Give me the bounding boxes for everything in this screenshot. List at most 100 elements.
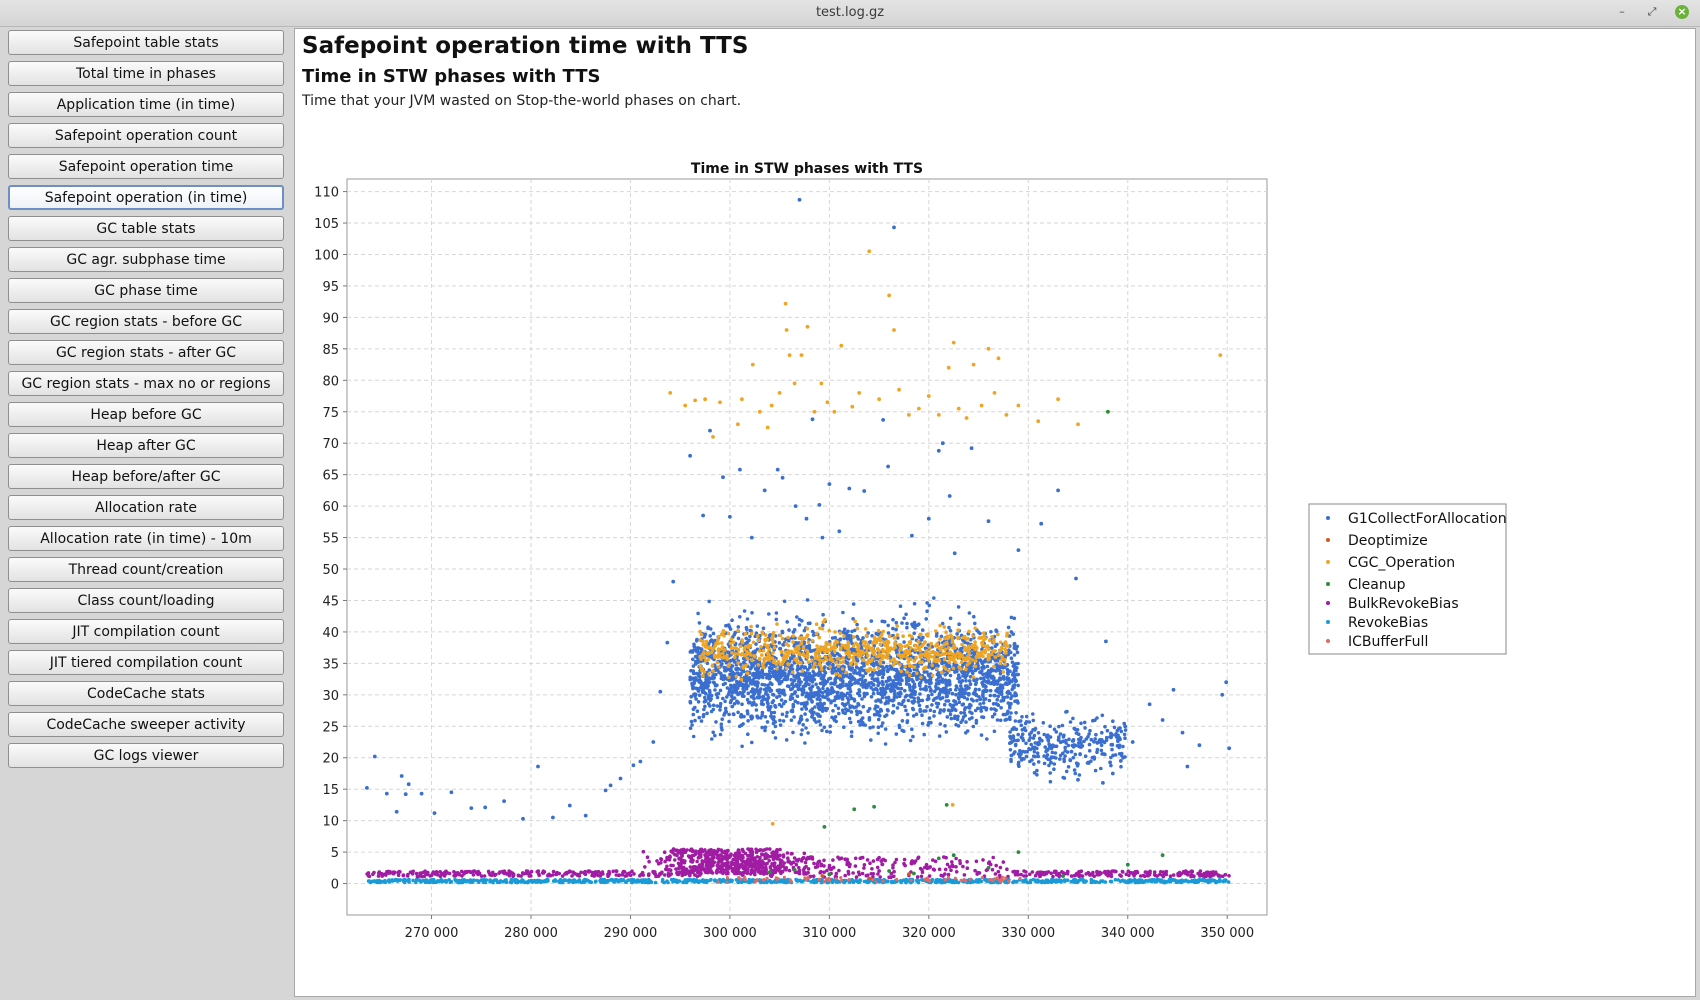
point-g1collectforallocation xyxy=(823,665,827,669)
point-g1collectforallocation xyxy=(707,680,712,684)
point-g1collectforallocation xyxy=(846,698,851,702)
point-revokebias xyxy=(414,880,418,885)
sidebar-button[interactable]: Allocation rate xyxy=(8,495,284,520)
point-bulkrevokebias xyxy=(673,852,677,857)
point-bulkrevokebias xyxy=(685,848,689,852)
point-bulkrevokebias xyxy=(769,874,774,879)
point-bulkrevokebias xyxy=(785,851,790,855)
point-bulkrevokebias xyxy=(786,856,790,860)
point-g1collectforallocation xyxy=(838,683,843,687)
point-g1collectforallocation xyxy=(793,699,798,703)
point-g1collectforallocation xyxy=(807,643,812,648)
sidebar-button[interactable]: CodeCache stats xyxy=(8,681,284,706)
point-g1collectforallocation xyxy=(981,682,985,687)
sidebar-button[interactable]: Safepoint operation (in time) xyxy=(8,185,284,210)
sidebar-button[interactable]: Safepoint operation count xyxy=(8,123,284,148)
point-g1collectforallocation xyxy=(817,693,822,698)
point-g1collectforallocation xyxy=(781,719,786,723)
point-g1collectforallocation xyxy=(946,708,951,712)
point-g1collectforallocation xyxy=(715,704,720,708)
sidebar-button[interactable]: Application time (in time) xyxy=(8,92,284,117)
sidebar-button[interactable]: Total time in phases xyxy=(8,61,284,86)
point-g1collectforallocation xyxy=(926,723,930,727)
sidebar-button[interactable]: GC logs viewer xyxy=(8,743,284,768)
point-bulkrevokebias xyxy=(822,858,826,863)
point-g1collectforallocation xyxy=(928,708,933,712)
point-revokebias xyxy=(1054,879,1058,884)
point-g1collectforallocation xyxy=(730,704,735,709)
minimize-icon[interactable]: – xyxy=(1619,5,1625,18)
point-g1collectforallocation xyxy=(833,715,838,719)
sidebar-button[interactable]: Safepoint operation time xyxy=(8,154,284,179)
sidebar-button[interactable]: GC region stats - before GC xyxy=(8,309,284,334)
point-bulkrevokebias xyxy=(862,863,867,867)
sidebar-button[interactable]: GC phase time xyxy=(8,278,284,303)
point-revokebias xyxy=(1040,880,1044,885)
point-bulkrevokebias xyxy=(767,858,771,863)
point-g1collectforallocation xyxy=(924,687,929,692)
point-g1collectforallocation xyxy=(754,708,759,712)
point-g1collectforallocation xyxy=(868,726,872,730)
point-revokebias xyxy=(621,878,626,882)
sidebar-button[interactable]: Class count/loading xyxy=(8,588,284,613)
point-revokebias xyxy=(721,878,725,882)
point-g1collectforallocation xyxy=(799,732,804,737)
point-g1collectforallocation xyxy=(899,702,904,707)
sidebar-button[interactable]: Safepoint table stats xyxy=(8,30,284,55)
point-g1collectforallocation xyxy=(967,706,972,710)
point-bulkrevokebias xyxy=(643,865,647,869)
point-g1collectforallocation xyxy=(724,710,729,714)
sidebar-button[interactable]: Allocation rate (in time) - 10m xyxy=(8,526,284,551)
point-bulkrevokebias xyxy=(916,855,921,860)
sidebar-button[interactable]: Heap before/after GC xyxy=(8,464,284,489)
point-g1collectforallocation xyxy=(881,671,886,676)
point-g1collectforallocation xyxy=(842,725,846,729)
point-g1collectforallocation xyxy=(718,704,723,709)
point-g1collectforallocation xyxy=(1012,641,1017,646)
point-revokebias xyxy=(479,878,484,882)
point-bulkrevokebias xyxy=(954,865,958,869)
close-icon[interactable]: × xyxy=(1675,5,1689,19)
point-bulkrevokebias xyxy=(656,874,661,878)
point-g1collectforallocation xyxy=(740,702,744,706)
point-bulkrevokebias xyxy=(738,854,743,859)
sidebar-button[interactable]: JIT compilation count xyxy=(8,619,284,644)
sidebar-button[interactable]: Thread count/creation xyxy=(8,557,284,582)
point-g1collectforallocation xyxy=(803,712,807,716)
point-g1collectforallocation xyxy=(697,693,702,697)
point-revokebias xyxy=(885,879,889,884)
sidebar-button[interactable]: GC region stats - max no or regions xyxy=(8,371,284,396)
point-g1collectforallocation xyxy=(711,631,716,636)
point-bulkrevokebias xyxy=(1039,870,1044,874)
point-g1collectforallocation xyxy=(876,725,881,729)
point-g1collectforallocation xyxy=(799,714,803,719)
point-g1collectforallocation xyxy=(845,637,850,641)
point-g1collectforallocation xyxy=(771,730,775,734)
point-g1collectforallocation xyxy=(932,689,937,694)
sidebar-button[interactable]: GC table stats xyxy=(8,216,284,241)
point-g1collectforallocation xyxy=(795,694,800,699)
sidebar-button[interactable]: Heap after GC xyxy=(8,433,284,458)
point-g1collectforallocation xyxy=(697,715,701,720)
point-bulkrevokebias xyxy=(746,847,750,851)
point-g1collectforallocation xyxy=(773,736,778,740)
sidebar-button[interactable]: JIT tiered compilation count xyxy=(8,650,284,675)
point-revokebias xyxy=(830,878,835,883)
point-g1collectforallocation xyxy=(812,716,817,721)
point-g1collectforallocation xyxy=(821,623,825,627)
point-bulkrevokebias xyxy=(803,860,808,865)
sidebar-button[interactable]: Heap before GC xyxy=(8,402,284,427)
sidebar-button[interactable]: GC region stats - after GC xyxy=(8,340,284,365)
sidebar-button[interactable]: CodeCache sweeper activity xyxy=(8,712,284,737)
sidebar-button[interactable]: GC agr. subphase time xyxy=(8,247,284,272)
point-bulkrevokebias xyxy=(716,849,720,853)
point-g1collectforallocation xyxy=(752,661,757,665)
point-g1collectforallocation xyxy=(978,631,982,636)
point-g1collectforallocation xyxy=(727,688,732,692)
point-g1collectforallocation xyxy=(869,685,873,690)
maximize-icon[interactable]: ⤢ xyxy=(1647,5,1657,18)
point-g1collectforallocation xyxy=(690,681,694,686)
point-revokebias xyxy=(398,878,403,882)
point-g1collectforallocation xyxy=(703,632,708,637)
point-bulkrevokebias xyxy=(996,869,1001,874)
